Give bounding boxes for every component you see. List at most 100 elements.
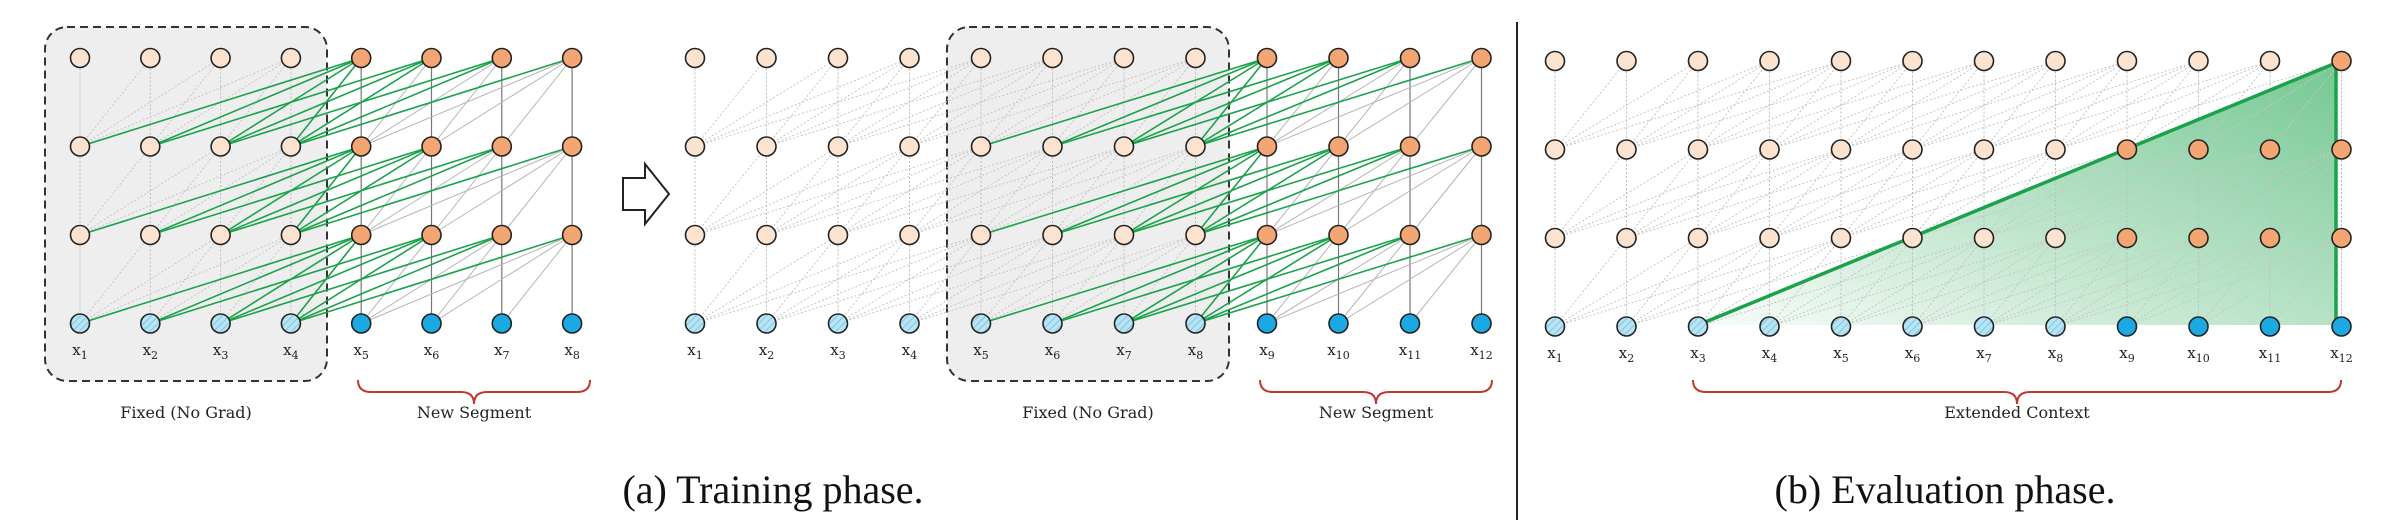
token-label: x5: [1833, 344, 1848, 365]
hidden-node: [1042, 47, 1063, 69]
hidden-node: [1544, 227, 1566, 249]
hidden-node: [1687, 50, 1709, 72]
hidden-node: [1113, 47, 1135, 69]
input-token-node: [2331, 316, 2352, 337]
hidden-node: [350, 47, 372, 69]
hidden-node: [2045, 139, 2066, 160]
hidden-node: [1759, 50, 1780, 72]
token-labels: x1 x2 x3 x4 x5 x6 x7 x8: [72, 341, 580, 362]
token-label: x6: [424, 341, 439, 362]
hidden-node: [1616, 139, 1637, 160]
hidden-node: [69, 224, 91, 246]
hidden-node: [140, 224, 161, 246]
token-label: x4: [1762, 344, 1777, 365]
hidden-node: [561, 224, 583, 246]
hidden-node: [2188, 139, 2209, 160]
token-label: x9: [1259, 341, 1274, 362]
input-token-node: [970, 313, 992, 334]
hidden-node: [280, 47, 302, 69]
fixed-label: Fixed (No Grad): [1022, 403, 1153, 422]
token-labels: x1 x2 x3 x4 x5 x6 x7 x8 x9 x10 x11 x12: [1547, 344, 2352, 365]
new-segment-brace: [357, 379, 591, 405]
input-token-node: [1973, 316, 1995, 337]
hidden-node: [2331, 227, 2352, 249]
input-token-node: [561, 313, 583, 334]
hidden-node: [2331, 139, 2352, 160]
hidden-node: [1830, 139, 1852, 160]
token-label: x10: [1327, 341, 1349, 362]
hidden-node: [1256, 136, 1278, 157]
token-label: x7: [494, 341, 509, 362]
token-label: x2: [759, 341, 774, 362]
input-token-node: [1328, 313, 1349, 334]
hidden-node: [2116, 227, 2138, 249]
hidden-node: [1616, 50, 1637, 72]
hidden-node: [1759, 139, 1780, 160]
token-label: x4: [902, 341, 917, 362]
hidden-node: [1759, 227, 1780, 249]
token-label: x12: [2330, 344, 2352, 365]
hidden-node: [210, 136, 231, 157]
hidden-node: [2188, 227, 2209, 249]
input-token-node: [210, 313, 231, 334]
token-label: x11: [1399, 341, 1421, 362]
hidden-node: [350, 136, 372, 157]
hidden-node: [1902, 227, 1923, 249]
hidden-node: [1973, 227, 1995, 249]
input-token-node: [350, 313, 372, 334]
input-token-node: [2259, 316, 2281, 337]
hidden-node: [2045, 50, 2066, 72]
input-token-node: [140, 313, 161, 334]
hidden-node: [1687, 139, 1709, 160]
extended-context-brace: [1692, 379, 2342, 405]
training-step1: x1 x2 x3 x4 x5 x6 x7 x8 Fixed (No Grad) New Seg…: [44, 26, 591, 422]
hidden-node: [2116, 139, 2138, 160]
hidden-node: [1328, 136, 1349, 157]
hidden-node: [1328, 224, 1349, 246]
hidden-node: [491, 224, 513, 246]
token-label: x7: [1976, 344, 1991, 365]
token-label: x1: [687, 341, 702, 362]
hidden-node: [1328, 47, 1349, 69]
hidden-node: [210, 224, 231, 246]
input-token-node: [1616, 316, 1637, 337]
hidden-node: [1256, 47, 1278, 69]
hidden-node: [970, 224, 992, 246]
input-token-node: [1471, 313, 1492, 334]
hidden-node: [1973, 50, 1995, 72]
hidden-node: [1471, 47, 1492, 69]
fixed-label: Fixed (No Grad): [120, 403, 251, 422]
input-token-node: [1544, 316, 1566, 337]
hidden-node: [2045, 227, 2066, 249]
right-arrow-icon: [622, 161, 671, 227]
hidden-node: [756, 47, 777, 69]
hidden-node: [1471, 224, 1492, 246]
input-token-node: [1185, 313, 1206, 334]
hidden-node: [421, 224, 442, 246]
hidden-node: [421, 47, 442, 69]
hidden-node: [1042, 224, 1063, 246]
token-label: x3: [830, 341, 845, 362]
hidden-node: [1544, 50, 1566, 72]
new-segment-label: New Segment: [1319, 403, 1434, 422]
input-token-node: [1902, 316, 1923, 337]
token-label: x2: [1619, 344, 1634, 365]
hidden-node: [1399, 47, 1421, 69]
hidden-node: [1902, 50, 1923, 72]
token-label: x8: [564, 341, 579, 362]
hidden-node: [1399, 136, 1421, 157]
hidden-node: [1256, 224, 1278, 246]
input-token-node: [1042, 313, 1063, 334]
token-label: x10: [2187, 344, 2209, 365]
token-label: x8: [2048, 344, 2063, 365]
fixed-box: [946, 26, 1230, 382]
hidden-node: [1616, 227, 1637, 249]
nodes: [684, 47, 1492, 334]
input-token-node: [1759, 316, 1780, 337]
hidden-node: [684, 224, 706, 246]
hidden-node: [1042, 136, 1063, 157]
token-label: x5: [353, 341, 368, 362]
input-token-node: [756, 313, 777, 334]
token-label: x6: [1905, 344, 1920, 365]
